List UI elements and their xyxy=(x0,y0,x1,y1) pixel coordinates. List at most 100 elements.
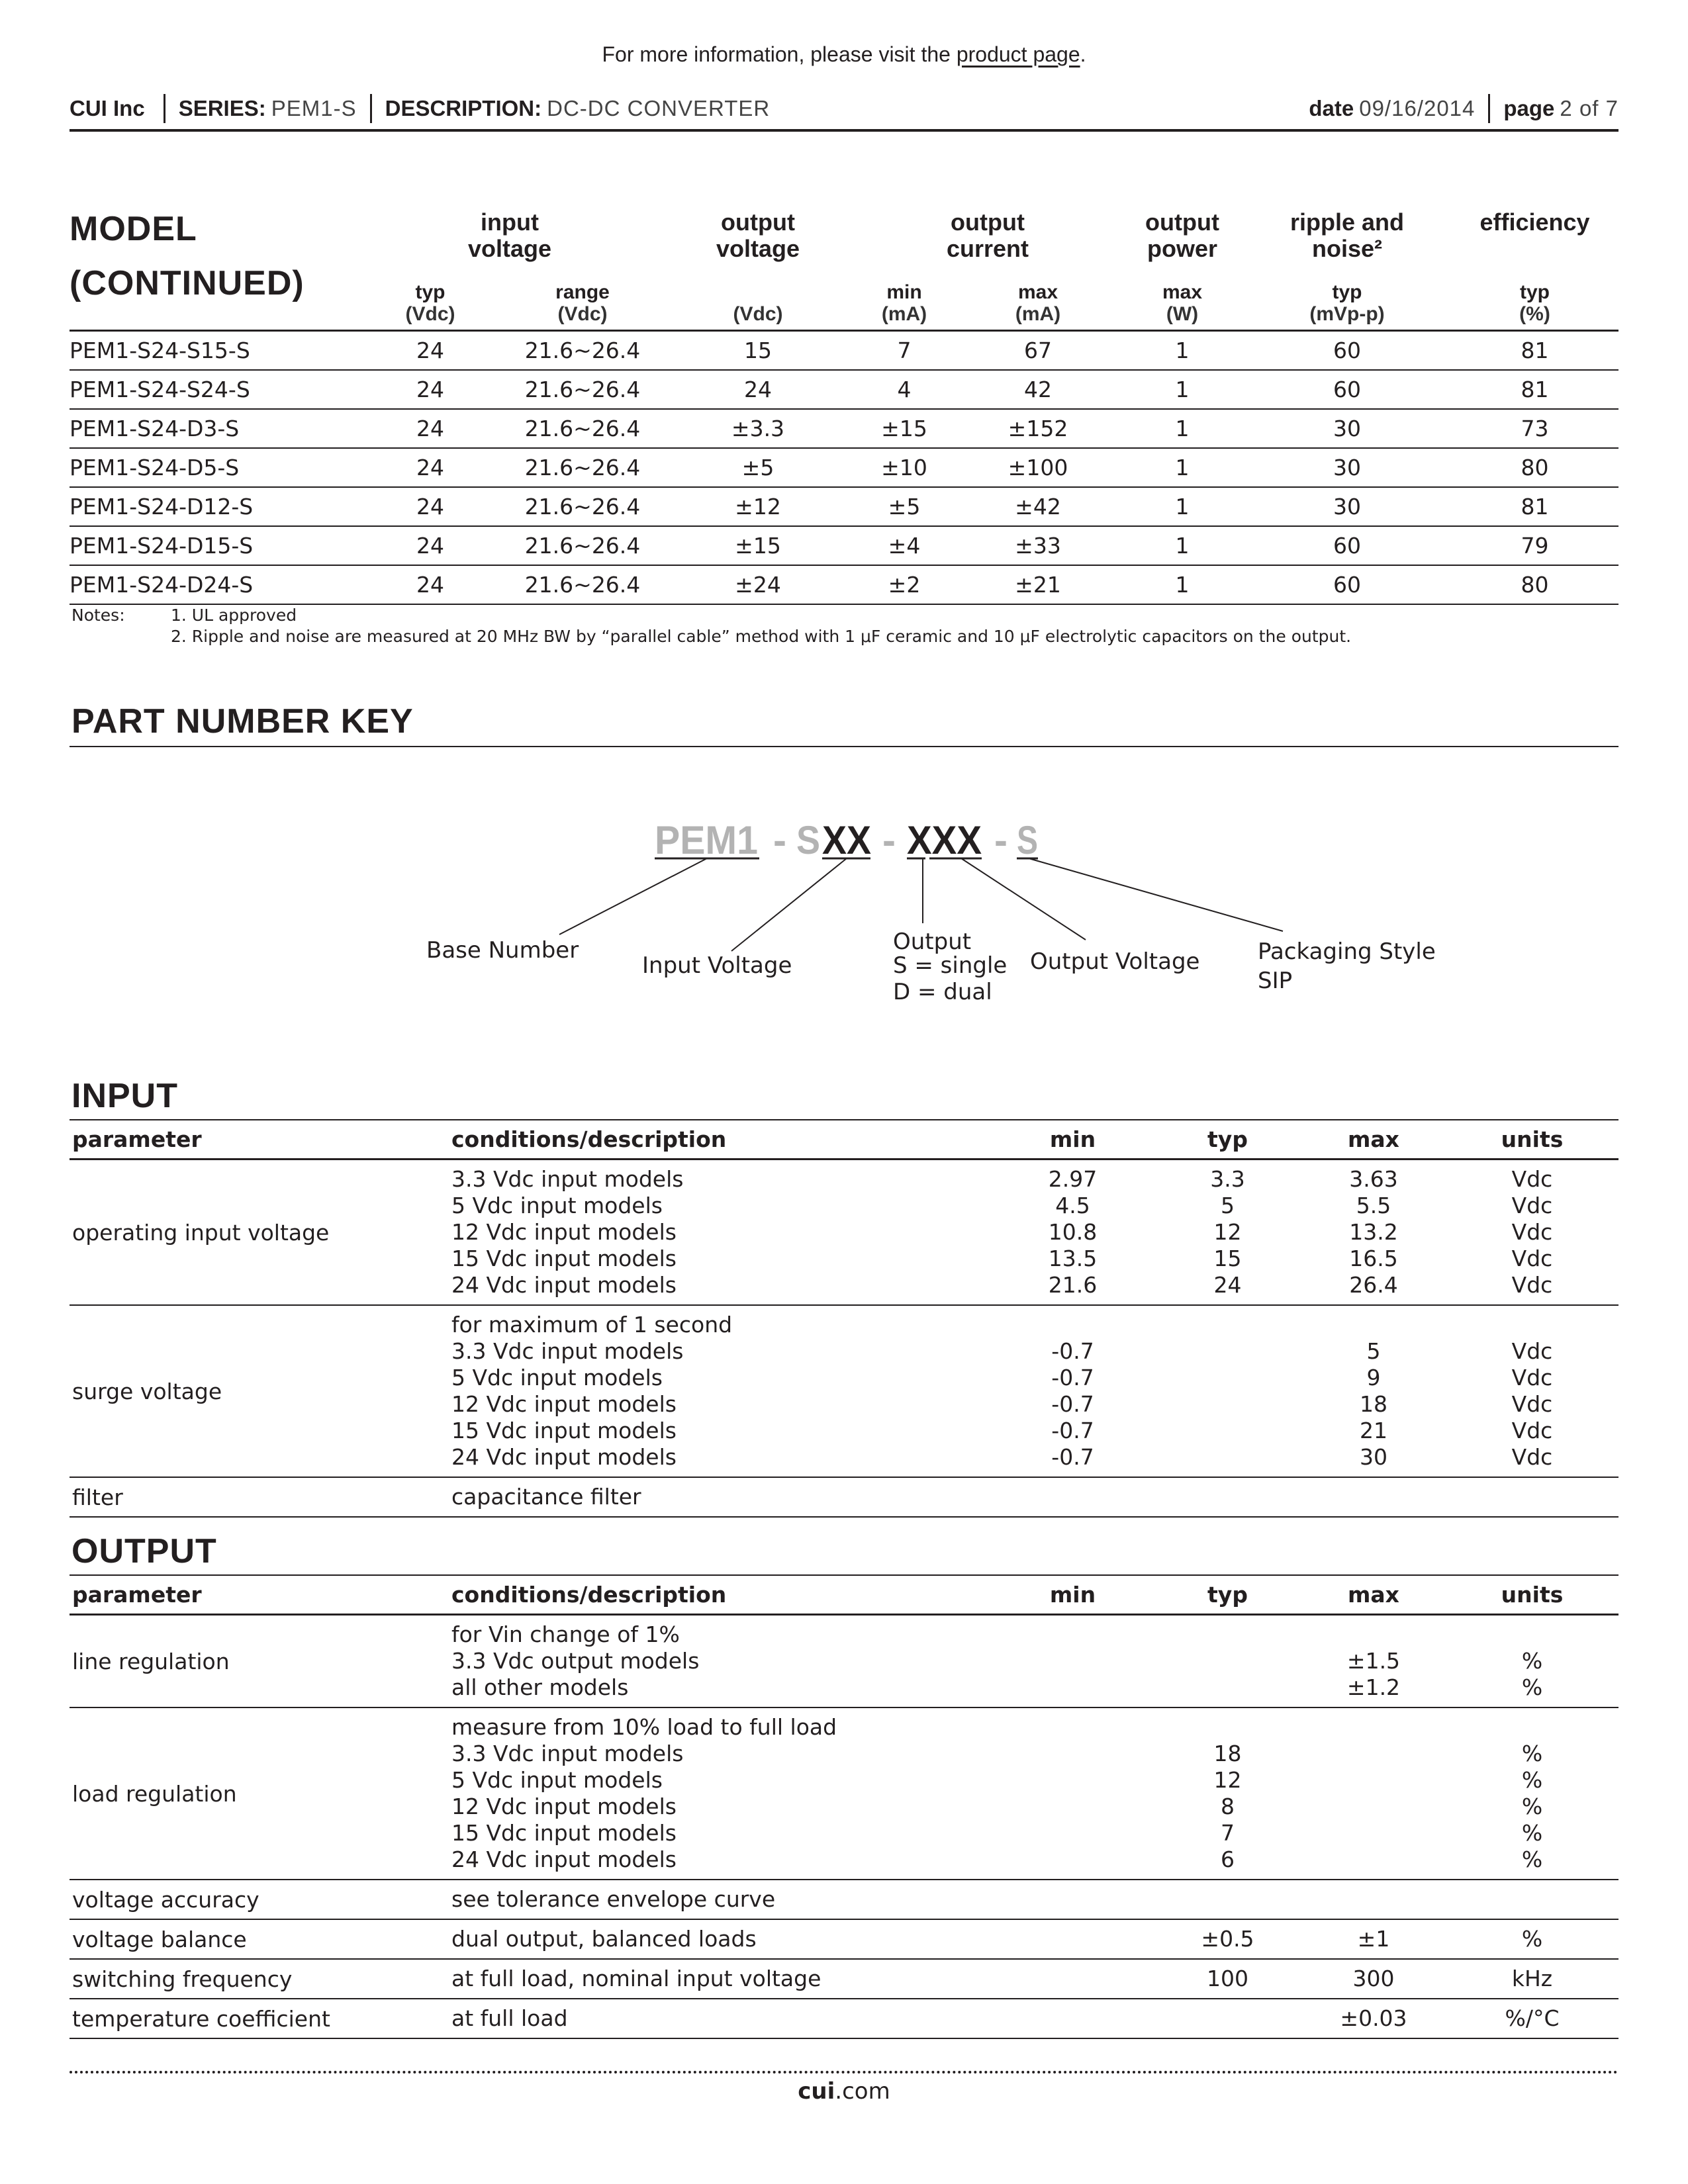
value: 12 xyxy=(1213,1767,1242,1793)
value: 15 xyxy=(1213,1246,1242,1271)
parameter: load regulation xyxy=(70,1707,449,1880)
group-label: efficiency xyxy=(1479,208,1590,236)
header-row: parameter conditions/description min typ max… xyxy=(70,1120,1618,1160)
value-cell: 300 xyxy=(1301,1959,1446,1999)
value: 21.6 xyxy=(1048,1272,1098,1298)
model-table: MODEL (CONTINUED) input voltage output vo… xyxy=(70,209,1618,605)
model-title: MODEL (CONTINUED) xyxy=(70,209,357,303)
value: Vdc xyxy=(1511,1338,1553,1364)
value xyxy=(1154,1886,1301,1913)
spec-row: temperature coefficient at full load ±0.03… xyxy=(70,1999,1618,2039)
value-cell xyxy=(992,1880,1154,1920)
value: 18 xyxy=(1213,1741,1242,1766)
value-cell: Vdc Vdc Vdc Vdc Vdc xyxy=(1446,1305,1618,1478)
value-cell xyxy=(1446,1477,1618,1518)
unit-header: (mVp-p) xyxy=(1243,303,1451,332)
conditions-cell: 3.3 Vdc input models 5 Vdc input models 12… xyxy=(449,1159,992,1306)
product-page-link[interactable]: product page xyxy=(956,42,1080,66)
value xyxy=(1301,1846,1446,1873)
value-cell: 5 9 18 21 30 xyxy=(1301,1305,1446,1478)
model-row: PEM1-S24-S24-S 24 21.6~26.4 24 4 42 1 60 81 xyxy=(70,370,1618,410)
value: ±0.03 xyxy=(1340,2005,1407,2031)
value: 13.2 xyxy=(1349,1219,1398,1245)
group-output-power: output power xyxy=(1121,209,1243,273)
model-cell: 80 xyxy=(1451,565,1618,605)
date: date 09/16/2014 xyxy=(1295,94,1488,123)
column-header: max xyxy=(1301,1120,1446,1160)
value-cell: 100 xyxy=(1154,1959,1301,1999)
value-cell: ±1 xyxy=(1301,1919,1446,1960)
value xyxy=(1446,1714,1618,1741)
model-cell: ±42 xyxy=(955,487,1121,527)
condition: 24 Vdc input models xyxy=(451,1846,677,1872)
model-cell: ±15 xyxy=(662,526,854,566)
value xyxy=(1446,1886,1618,1913)
value: -0.7 xyxy=(1051,1338,1094,1364)
condition: 3.3 Vdc output models xyxy=(451,1648,700,1674)
parameter: voltage accuracy xyxy=(70,1880,449,1920)
model-cell: 81 xyxy=(1451,330,1618,371)
page-label: page xyxy=(1503,96,1555,120)
value xyxy=(1446,1621,1618,1648)
value: % xyxy=(1521,1674,1543,1700)
value-cell xyxy=(992,1919,1154,1960)
model-cell: 21.6~26.4 xyxy=(503,487,662,527)
value: ±1.2 xyxy=(1346,1674,1401,1700)
value: 18 xyxy=(1360,1391,1387,1417)
column-header: min xyxy=(992,1120,1154,1160)
condition: 5 Vdc input models xyxy=(451,1365,663,1390)
value xyxy=(992,1674,1154,1701)
value-cell: -0.7 -0.7 -0.7 -0.7 -0.7 xyxy=(992,1305,1154,1478)
code-dash: - xyxy=(994,818,1008,862)
unit-header: (%) xyxy=(1451,303,1618,332)
model-cell: 24 xyxy=(357,330,503,371)
unit-header: (Vdc) xyxy=(662,303,854,332)
parameter: switching frequency xyxy=(70,1959,449,1999)
value: 3.3 xyxy=(1210,1166,1245,1192)
value: ±1 xyxy=(1357,1926,1390,1952)
value xyxy=(1154,1444,1301,1471)
parameter: temperature coefficient xyxy=(70,1999,449,2039)
label-input-voltage: Input Voltage xyxy=(642,952,792,979)
value: -0.7 xyxy=(1051,1444,1094,1470)
model-cell: 1 xyxy=(1121,448,1243,488)
value: 8 xyxy=(1221,1794,1235,1819)
condition: for Vin change of 1% xyxy=(451,1621,680,1647)
model-cell: 30 xyxy=(1243,409,1451,449)
model-name: PEM1-S24-D15-S xyxy=(70,526,357,566)
section-divider xyxy=(70,1119,1618,1120)
footer-website[interactable]: cui.com xyxy=(0,2078,1688,2105)
group-label: input voltage xyxy=(467,208,552,262)
value-cell: ±0.03 xyxy=(1301,1999,1446,2039)
parameter: filter xyxy=(70,1477,449,1518)
value xyxy=(992,1886,1154,1913)
date-value: 09/16/2014 xyxy=(1359,96,1476,120)
value-cell xyxy=(1154,1305,1301,1478)
spec-row: operating input voltage 3.3 Vdc input mod… xyxy=(70,1159,1618,1306)
value-cell xyxy=(992,1959,1154,1999)
value: Vdc xyxy=(1511,1193,1553,1218)
value-cell: %% xyxy=(1446,1614,1618,1708)
model-cell: 15 xyxy=(662,330,854,371)
value: 5 xyxy=(1366,1338,1381,1364)
label-output-voltage: Output Voltage xyxy=(1030,948,1199,975)
subheader: max xyxy=(1162,281,1203,303)
value: kHz xyxy=(1511,1966,1553,1991)
code-pkg: S xyxy=(1017,818,1038,862)
value xyxy=(1301,1820,1446,1846)
group-output-current: output current xyxy=(854,209,1121,273)
condition: 15 Vdc input models xyxy=(451,1246,677,1271)
column-header: typ xyxy=(1154,1120,1301,1160)
spec-row: voltage accuracy see tolerance envelope c… xyxy=(70,1880,1618,1920)
model-cell: 21.6~26.4 xyxy=(503,565,662,605)
conditions-cell: dual output, balanced loads xyxy=(449,1919,992,1960)
value: Vdc xyxy=(1511,1219,1553,1245)
unit-header: (Vdc) xyxy=(503,303,662,332)
series-value: PEM1-S xyxy=(271,96,357,120)
value xyxy=(992,1767,1154,1794)
condition: 3.3 Vdc input models xyxy=(451,1741,684,1766)
condition: capacitance filter xyxy=(451,1484,641,1510)
condition: 5 Vdc input models xyxy=(451,1193,663,1218)
value xyxy=(1446,1312,1618,1338)
condition: at full load, nominal input voltage xyxy=(451,1966,821,1991)
